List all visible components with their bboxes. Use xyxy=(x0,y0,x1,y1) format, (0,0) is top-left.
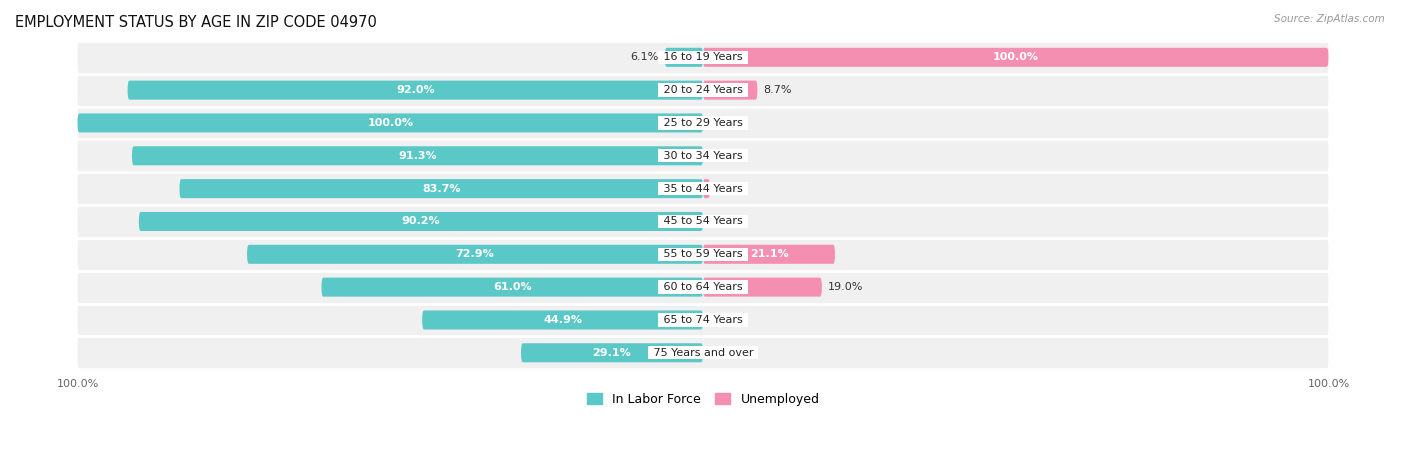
Text: 1.1%: 1.1% xyxy=(716,184,744,194)
FancyBboxPatch shape xyxy=(128,81,703,99)
Text: 44.9%: 44.9% xyxy=(543,315,582,325)
FancyBboxPatch shape xyxy=(77,74,1329,107)
Text: 55 to 59 Years: 55 to 59 Years xyxy=(659,249,747,259)
Text: Source: ZipAtlas.com: Source: ZipAtlas.com xyxy=(1274,14,1385,23)
FancyBboxPatch shape xyxy=(132,146,703,165)
Text: 20 to 24 Years: 20 to 24 Years xyxy=(659,85,747,95)
FancyBboxPatch shape xyxy=(77,238,1329,271)
Text: 6.1%: 6.1% xyxy=(630,52,658,62)
Text: 0.0%: 0.0% xyxy=(709,118,738,128)
Text: 0.0%: 0.0% xyxy=(709,315,738,325)
Text: 72.9%: 72.9% xyxy=(456,249,495,259)
Text: 60 to 64 Years: 60 to 64 Years xyxy=(659,282,747,292)
Text: 83.7%: 83.7% xyxy=(422,184,461,194)
Text: 16 to 19 Years: 16 to 19 Years xyxy=(659,52,747,62)
FancyBboxPatch shape xyxy=(77,172,1329,205)
FancyBboxPatch shape xyxy=(422,310,703,329)
Text: 45 to 54 Years: 45 to 54 Years xyxy=(659,216,747,226)
Text: 90.2%: 90.2% xyxy=(402,216,440,226)
Text: 91.3%: 91.3% xyxy=(398,151,437,161)
FancyBboxPatch shape xyxy=(703,81,758,99)
FancyBboxPatch shape xyxy=(247,245,703,264)
FancyBboxPatch shape xyxy=(77,336,1329,369)
Text: 0.0%: 0.0% xyxy=(709,151,738,161)
FancyBboxPatch shape xyxy=(77,113,703,132)
Text: 8.7%: 8.7% xyxy=(763,85,792,95)
Text: 92.0%: 92.0% xyxy=(396,85,434,95)
Text: 65 to 74 Years: 65 to 74 Years xyxy=(659,315,747,325)
Text: 19.0%: 19.0% xyxy=(828,282,863,292)
FancyBboxPatch shape xyxy=(77,205,1329,238)
Text: 29.1%: 29.1% xyxy=(592,348,631,358)
Text: 25 to 29 Years: 25 to 29 Years xyxy=(659,118,747,128)
FancyBboxPatch shape xyxy=(77,140,1329,172)
FancyBboxPatch shape xyxy=(665,48,703,67)
FancyBboxPatch shape xyxy=(77,304,1329,336)
FancyBboxPatch shape xyxy=(77,41,1329,74)
FancyBboxPatch shape xyxy=(77,107,1329,140)
Text: 100.0%: 100.0% xyxy=(993,52,1039,62)
FancyBboxPatch shape xyxy=(703,278,823,297)
FancyBboxPatch shape xyxy=(322,278,703,297)
FancyBboxPatch shape xyxy=(703,179,710,198)
Text: 100.0%: 100.0% xyxy=(367,118,413,128)
Legend: In Labor Force, Unemployed: In Labor Force, Unemployed xyxy=(586,393,820,405)
Text: 61.0%: 61.0% xyxy=(494,282,531,292)
Text: EMPLOYMENT STATUS BY AGE IN ZIP CODE 04970: EMPLOYMENT STATUS BY AGE IN ZIP CODE 049… xyxy=(15,15,377,30)
Text: 0.0%: 0.0% xyxy=(709,216,738,226)
Text: 75 Years and over: 75 Years and over xyxy=(650,348,756,358)
FancyBboxPatch shape xyxy=(180,179,703,198)
FancyBboxPatch shape xyxy=(77,271,1329,304)
Text: 35 to 44 Years: 35 to 44 Years xyxy=(659,184,747,194)
FancyBboxPatch shape xyxy=(703,48,1329,67)
Text: 30 to 34 Years: 30 to 34 Years xyxy=(659,151,747,161)
FancyBboxPatch shape xyxy=(703,245,835,264)
Text: 0.0%: 0.0% xyxy=(709,348,738,358)
Text: 21.1%: 21.1% xyxy=(749,249,789,259)
FancyBboxPatch shape xyxy=(139,212,703,231)
FancyBboxPatch shape xyxy=(522,343,703,362)
